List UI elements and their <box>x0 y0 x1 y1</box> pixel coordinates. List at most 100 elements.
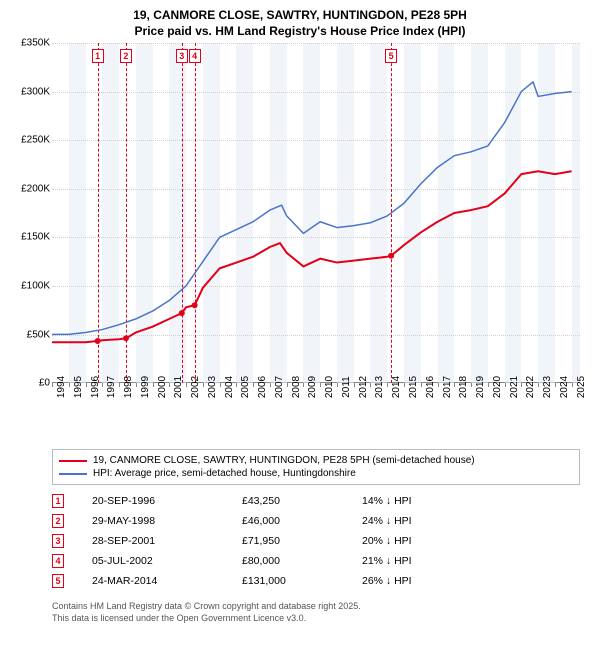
xtick-mark <box>270 383 271 387</box>
xtick-mark <box>370 383 371 387</box>
xtick-mark <box>102 383 103 387</box>
legend-item-hpi: HPI: Average price, semi-detached house,… <box>59 467 573 480</box>
sale-row-num: 4 <box>52 554 64 568</box>
xtick-mark <box>253 383 254 387</box>
xtick-mark <box>488 383 489 387</box>
xtick-label: 2002 <box>190 376 201 398</box>
ytick-label: £200K <box>10 183 50 194</box>
ytick-label: £100K <box>10 281 50 292</box>
ytick-label: £50K <box>10 329 50 340</box>
chart-title: 19, CANMORE CLOSE, SAWTRY, HUNTINGDON, P… <box>10 8 590 39</box>
legend: 19, CANMORE CLOSE, SAWTRY, HUNTINGDON, P… <box>52 449 580 485</box>
xtick-label: 2001 <box>173 376 184 398</box>
xtick-mark <box>354 383 355 387</box>
sale-row: 524-MAR-2014£131,00026% ↓ HPI <box>52 571 580 591</box>
sale-dot <box>388 253 394 259</box>
xtick-mark <box>169 383 170 387</box>
sale-row-num: 3 <box>52 534 64 548</box>
xtick-label: 2004 <box>224 376 235 398</box>
sale-marker-4: 4 <box>189 49 201 63</box>
xtick-mark <box>119 383 120 387</box>
sale-price: £46,000 <box>242 515 362 527</box>
xtick-label: 2013 <box>374 376 385 398</box>
sale-row-num: 2 <box>52 514 64 528</box>
line-series <box>52 43 580 383</box>
xtick-label: 2014 <box>391 376 402 398</box>
legend-item-price-paid: 19, CANMORE CLOSE, SAWTRY, HUNTINGDON, P… <box>59 454 573 467</box>
series-hpi <box>52 82 572 335</box>
xtick-label: 2024 <box>559 376 570 398</box>
plot-region: 12345 <box>52 43 580 383</box>
xtick-label: 2017 <box>442 376 453 398</box>
xtick-label: 2019 <box>475 376 486 398</box>
xtick-label: 2008 <box>291 376 302 398</box>
xtick-label: 2000 <box>157 376 168 398</box>
sale-row-num: 5 <box>52 574 64 588</box>
xtick-label: 2016 <box>425 376 436 398</box>
legend-swatch-hpi <box>59 473 87 475</box>
xtick-label: 2009 <box>307 376 318 398</box>
sale-date: 20-SEP-1996 <box>92 495 242 507</box>
xtick-mark <box>203 383 204 387</box>
xtick-label: 1997 <box>106 376 117 398</box>
xtick-label: 1998 <box>123 376 134 398</box>
xtick-mark <box>69 383 70 387</box>
sale-dot <box>123 336 129 342</box>
xtick-mark <box>505 383 506 387</box>
sale-marker-5: 5 <box>385 49 397 63</box>
xtick-mark <box>438 383 439 387</box>
xtick-mark <box>86 383 87 387</box>
legend-label-hpi: HPI: Average price, semi-detached house,… <box>93 468 356 479</box>
xtick-mark <box>136 383 137 387</box>
xtick-label: 2022 <box>525 376 536 398</box>
xtick-label: 1996 <box>90 376 101 398</box>
sale-date: 05-JUL-2002 <box>92 555 242 567</box>
title-line1: 19, CANMORE CLOSE, SAWTRY, HUNTINGDON, P… <box>10 8 590 24</box>
legend-swatch-price-paid <box>59 460 87 462</box>
ytick-label: £150K <box>10 232 50 243</box>
xtick-mark <box>303 383 304 387</box>
sale-date: 28-SEP-2001 <box>92 535 242 547</box>
xtick-label: 2010 <box>324 376 335 398</box>
xtick-label: 2003 <box>207 376 218 398</box>
ytick-label: £350K <box>10 38 50 49</box>
xtick-label: 1994 <box>56 376 67 398</box>
xtick-mark <box>186 383 187 387</box>
sale-diff: 24% ↓ HPI <box>362 515 580 527</box>
title-line2: Price paid vs. HM Land Registry's House … <box>10 24 590 40</box>
xtick-label: 2018 <box>458 376 469 398</box>
ytick-label: £250K <box>10 135 50 146</box>
xtick-label: 2023 <box>542 376 553 398</box>
xtick-label: 2012 <box>358 376 369 398</box>
xtick-mark <box>538 383 539 387</box>
series-price_paid <box>52 171 572 342</box>
xtick-mark <box>287 383 288 387</box>
sale-price: £71,950 <box>242 535 362 547</box>
footnote: Contains HM Land Registry data © Crown c… <box>52 601 590 624</box>
xtick-label: 2005 <box>240 376 251 398</box>
xtick-mark <box>404 383 405 387</box>
legend-label-price-paid: 19, CANMORE CLOSE, SAWTRY, HUNTINGDON, P… <box>93 455 475 466</box>
xtick-mark <box>454 383 455 387</box>
sale-row: 405-JUL-2002£80,00021% ↓ HPI <box>52 551 580 571</box>
xtick-mark <box>236 383 237 387</box>
footnote-line1: Contains HM Land Registry data © Crown c… <box>52 601 590 613</box>
xtick-mark <box>471 383 472 387</box>
sale-dot <box>179 310 185 316</box>
sale-price: £131,000 <box>242 575 362 587</box>
xtick-mark <box>521 383 522 387</box>
xtick-label: 1995 <box>73 376 84 398</box>
xtick-label: 2006 <box>257 376 268 398</box>
sale-dot <box>192 302 198 308</box>
xtick-mark <box>153 383 154 387</box>
xtick-mark <box>572 383 573 387</box>
sale-dot <box>95 338 101 344</box>
sale-price: £80,000 <box>242 555 362 567</box>
footnote-line2: This data is licensed under the Open Gov… <box>52 613 590 625</box>
sale-price: £43,250 <box>242 495 362 507</box>
xtick-label: 1999 <box>140 376 151 398</box>
xtick-mark <box>220 383 221 387</box>
sale-diff: 26% ↓ HPI <box>362 575 580 587</box>
xtick-mark <box>555 383 556 387</box>
ytick-label: £300K <box>10 86 50 97</box>
